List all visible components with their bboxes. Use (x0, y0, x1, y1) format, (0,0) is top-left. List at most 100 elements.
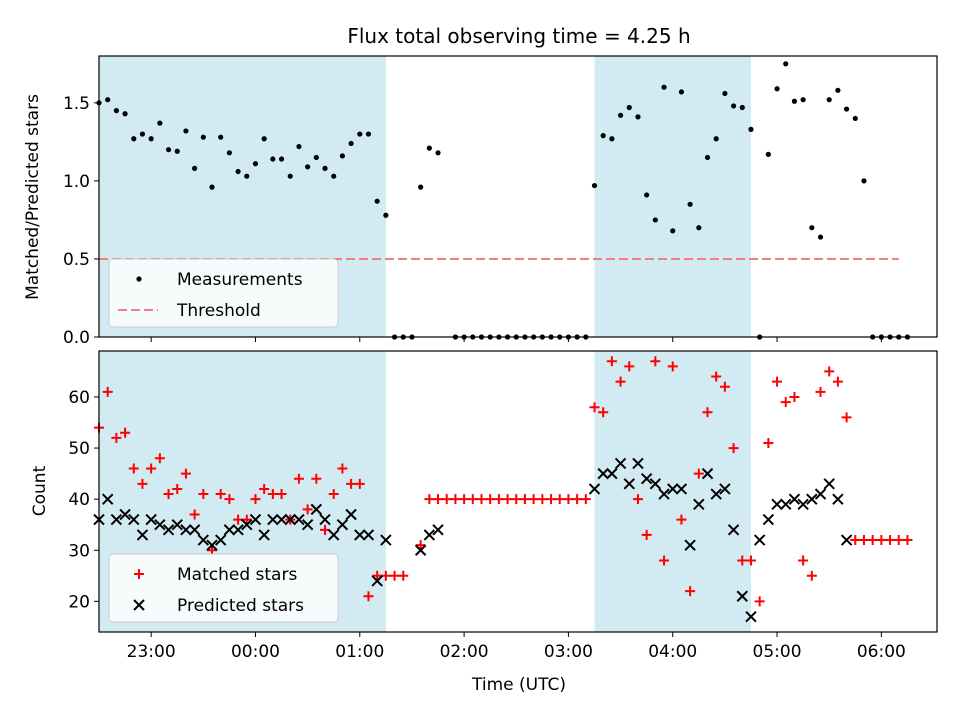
predicted-star-marker (110, 513, 123, 526)
measurement-point (348, 140, 354, 147)
matched-star-marker (824, 366, 835, 377)
matched-star-marker (885, 535, 896, 546)
y-tick-label: 40 (68, 490, 90, 510)
measurement-point (192, 165, 198, 171)
x-tick-label: 04:00 (648, 642, 697, 662)
predicted-star-marker (727, 524, 740, 536)
matched-star-marker (832, 376, 843, 387)
predicted-star-marker (197, 534, 210, 546)
measurement-point (600, 133, 606, 139)
measurement-point (826, 97, 832, 103)
matched-star-marker (250, 494, 261, 505)
matched-star-marker (120, 427, 131, 438)
matched-star-marker (606, 356, 617, 367)
matched-star-marker (154, 453, 165, 464)
measurement-point (305, 164, 311, 170)
measurement-point (670, 228, 676, 234)
predicted-star-marker (423, 529, 436, 541)
x-tick-label: 01:00 (335, 642, 384, 662)
matched-star-marker (754, 596, 765, 607)
measurement-point (722, 90, 728, 97)
matched-star-marker (580, 494, 591, 505)
y-axis-label-count: Count (30, 465, 50, 516)
matched-star-marker (424, 494, 435, 505)
y-tick-label: 50 (68, 439, 90, 459)
measurement-point (852, 115, 858, 122)
legend-label: Threshold (176, 301, 261, 321)
matched-star-marker (572, 494, 583, 505)
count-legend: Matched stars Predicted stars (108, 553, 339, 623)
predicted-star-marker (840, 534, 853, 546)
matched-star-marker (111, 432, 122, 443)
ratio-panel: 0.0 0.5 1.0 1.5 Measurements Threshold (63, 55, 938, 348)
measurement-point (278, 156, 285, 162)
matched-star-marker (467, 494, 478, 505)
legend-box (108, 258, 339, 328)
matched-star-marker (493, 494, 504, 505)
measurement-point (687, 201, 693, 207)
measurement-point (800, 97, 806, 103)
matched-star-marker (711, 371, 722, 382)
predicted-star-marker (188, 524, 201, 536)
measurement-point (591, 182, 598, 189)
observing-band (594, 351, 751, 632)
measurement-point (200, 134, 206, 140)
y-tick-label: 0.5 (63, 250, 90, 270)
matched-star-marker (320, 524, 331, 535)
predicted-star-marker (371, 575, 383, 587)
legend-matched-marker (134, 569, 144, 579)
y-tick-label: 1.5 (63, 94, 90, 114)
matched-star-marker (311, 473, 322, 484)
matched-star-marker (546, 494, 557, 505)
measurement-point (730, 103, 737, 109)
predicted-star-marker (345, 508, 357, 521)
matched-star-marker (511, 494, 522, 505)
matched-star-marker (737, 555, 748, 566)
predicted-star-marker (162, 524, 175, 536)
x-tick-label: 00:00 (231, 642, 280, 662)
matched-star-marker (433, 494, 444, 505)
matched-star-marker (528, 494, 539, 505)
predicted-star-marker (684, 539, 696, 551)
predicted-star-marker (214, 534, 227, 546)
predicted-star-marker (632, 457, 644, 470)
matched-star-marker (215, 489, 226, 500)
matched-star-marker (189, 509, 200, 520)
measurement-point (609, 136, 615, 142)
measurement-point (365, 131, 372, 137)
predicted-star-marker (597, 467, 609, 480)
matched-star-marker (180, 468, 191, 479)
matched-star-marker (146, 463, 157, 474)
matched-star-marker (841, 412, 852, 423)
measurement-point (861, 178, 867, 184)
matched-star-marker (789, 391, 800, 402)
legend-box (108, 553, 339, 623)
measurement-point (435, 150, 441, 156)
predicted-star-marker (293, 513, 305, 526)
measurement-point (122, 111, 128, 117)
measurement-point (644, 192, 650, 198)
matched-star-marker (389, 570, 400, 581)
measurement-point (270, 156, 276, 162)
predicted-star-marker (823, 478, 835, 490)
matched-star-marker (676, 514, 687, 525)
predicted-star-marker (310, 503, 323, 516)
matched-star-marker (346, 478, 357, 489)
measurement-point (374, 198, 380, 204)
matched-star-marker (624, 361, 635, 372)
predicted-star-marker (640, 473, 653, 485)
matched-star-marker (293, 473, 304, 484)
matched-star-marker (337, 463, 348, 474)
measurement-point (774, 86, 780, 92)
predicted-star-marker (797, 498, 809, 510)
measurement-point (165, 147, 172, 153)
matched-star-marker (719, 381, 730, 392)
predicted-star-marker (736, 590, 748, 602)
matched-star-marker (372, 570, 383, 581)
matched-star-marker (485, 494, 496, 505)
predicted-star-marker (258, 529, 270, 541)
axes-frame (98, 350, 938, 633)
matched-star-marker (380, 570, 391, 581)
matched-star-marker (233, 514, 244, 525)
predicted-star-marker (606, 467, 618, 480)
